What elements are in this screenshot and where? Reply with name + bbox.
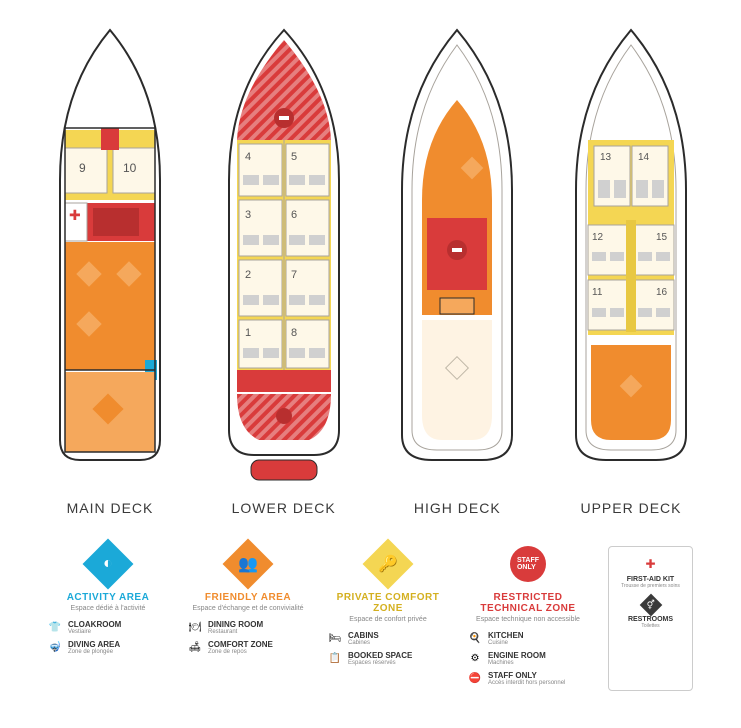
main-deck-svg: 9 10 ✚	[35, 20, 185, 490]
svg-text:8: 8	[291, 327, 297, 339]
deck-lower: 4 5 3 6 2 7 1 8 LOWER DECK	[204, 20, 364, 516]
svg-text:12: 12	[592, 232, 604, 243]
svg-text:13: 13	[600, 152, 612, 163]
deck-main: 9 10 ✚ MA	[30, 20, 190, 516]
deck-upper: 13 14 12 15 11 16 UPPER DECK	[551, 20, 711, 516]
deck-high: HIGH DECK	[377, 20, 537, 516]
svg-text:16: 16	[656, 287, 668, 298]
legend-friendly-sub: Espace d'échange et de convivialité	[192, 605, 303, 612]
legend-friendly-title: FRIENDLY AREA	[205, 592, 291, 603]
deck-label-upper: UPPER DECK	[580, 500, 681, 516]
legend-comfort-title: PRIVATE COMFORT ZONE	[328, 592, 448, 614]
activity-icon: ◐	[83, 539, 134, 590]
svg-text:11: 11	[592, 287, 603, 298]
svg-text:15: 15	[656, 232, 668, 243]
deck-label-high: HIGH DECK	[414, 500, 501, 516]
svg-text:✚: ✚	[69, 207, 81, 223]
svg-text:6: 6	[291, 209, 297, 221]
lower-deck-svg: 4 5 3 6 2 7 1 8	[209, 20, 359, 490]
legend-info-box: ✚ FIRST-AID KIT Trousse de premiers soin…	[608, 546, 693, 691]
cabin-9-num: 9	[79, 161, 86, 175]
legend-restricted-sub: Espace technique non accessible	[476, 616, 580, 623]
svg-text:14: 14	[638, 152, 650, 163]
high-deck-svg	[382, 20, 532, 490]
comfort-icon: 🔑	[363, 539, 414, 590]
legend-restricted-title: RESTRICTED TECHNICAL ZONE	[468, 592, 588, 614]
restroom-icon: ⚥	[639, 594, 662, 617]
deck-plan-container: 9 10 ✚ MA	[0, 0, 741, 711]
legend-row: ◐ ACTIVITY AREA Espace dédié à l'activit…	[30, 546, 711, 691]
friendly-icon: 👥	[223, 539, 274, 590]
legend-friendly: 👥 FRIENDLY AREA Espace d'échange et de c…	[188, 546, 308, 691]
svg-text:5: 5	[291, 151, 297, 163]
svg-text:4: 4	[245, 151, 251, 163]
legend-restricted: STAFFONLY RESTRICTED TECHNICAL ZONE Espa…	[468, 546, 588, 691]
svg-text:7: 7	[291, 269, 297, 281]
first-aid-icon: ✚	[642, 555, 660, 573]
legend-activity-title: ACTIVITY AREA	[67, 592, 150, 603]
svg-text:1: 1	[245, 327, 251, 339]
deck-label-lower: LOWER DECK	[232, 500, 336, 516]
legend-comfort: 🔑 PRIVATE COMFORT ZONE Espace de confort…	[328, 546, 448, 691]
cabin-10-num: 10	[123, 161, 137, 175]
upper-deck-svg: 13 14 12 15 11 16	[556, 20, 706, 490]
deck-label-main: MAIN DECK	[67, 500, 154, 516]
svg-text:3: 3	[245, 209, 251, 221]
svg-text:2: 2	[245, 269, 251, 281]
restricted-icon: STAFFONLY	[510, 546, 546, 582]
legend-activity-sub: Espace dédié à l'activité	[71, 605, 146, 612]
legend-comfort-sub: Espace de confort privée	[349, 616, 426, 623]
legend-activity: ◐ ACTIVITY AREA Espace dédié à l'activit…	[48, 546, 168, 691]
decks-row: 9 10 ✚ MA	[30, 20, 711, 516]
